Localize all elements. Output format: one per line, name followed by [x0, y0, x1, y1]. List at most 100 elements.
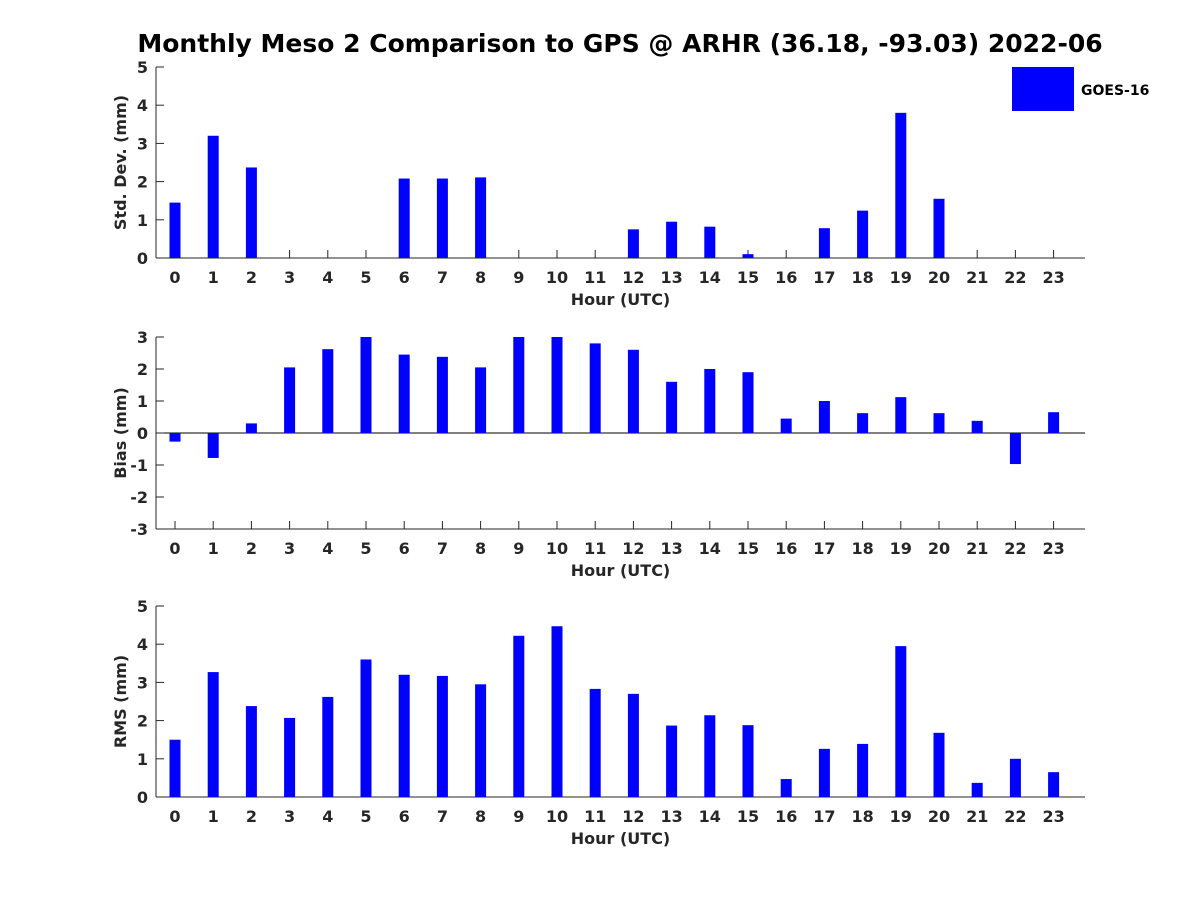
rms-x-tick-label: 16: [775, 807, 797, 826]
std-dev-bar-hour-8: [475, 177, 487, 258]
rms-bar-hour-19: [895, 646, 907, 797]
std-dev-bar-hour-19: [895, 112, 907, 258]
rms-y-tick-label: 2: [137, 712, 148, 731]
bias-x-tick-label: 10: [546, 539, 568, 558]
bias-x-tick-label: 9: [513, 539, 524, 558]
std-dev-bar-hour-6: [398, 178, 410, 258]
rms-x-tick-label: 14: [699, 807, 721, 826]
rms-bar-hour-8: [475, 684, 487, 797]
std-dev-x-axis-label: Hour (UTC): [571, 290, 671, 309]
rms-bar-hour-23: [1048, 772, 1060, 797]
rms-x-tick-label: 5: [360, 807, 371, 826]
bias-bar-hour-0: [169, 433, 181, 442]
bias-x-tick-label: 15: [737, 539, 759, 558]
bias-y-tick-label: 1: [137, 392, 148, 411]
bias-x-tick-label: 19: [890, 539, 912, 558]
std-dev-x-tick-label: 14: [699, 268, 721, 287]
rms-bar-hour-9: [513, 635, 525, 797]
rms-x-tick-label: 11: [584, 807, 606, 826]
rms-bar-hour-3: [284, 717, 296, 797]
bias-x-tick-label: 2: [246, 539, 257, 558]
std-dev-x-tick-label: 13: [660, 268, 682, 287]
rms-x-tick-label: 15: [737, 807, 759, 826]
rms-x-tick-label: 9: [513, 807, 524, 826]
bias-bar-hour-10: [551, 337, 563, 433]
std-dev-x-tick-label: 23: [1042, 268, 1064, 287]
rms-y-tick-label: 1: [137, 750, 148, 769]
bias-x-tick-label: 14: [699, 539, 721, 558]
rms-bar-hour-4: [322, 696, 334, 797]
bias-y-tick-label: 2: [137, 360, 148, 379]
bias-y-tick-label: -1: [130, 456, 148, 475]
bias-y-tick-label: -2: [130, 488, 148, 507]
rms-bar-hour-11: [589, 688, 601, 797]
std-dev-x-tick-label: 3: [284, 268, 295, 287]
std-dev-x-tick-label: 8: [475, 268, 486, 287]
bias-x-tick-label: 1: [208, 539, 219, 558]
bias-bar-hour-5: [360, 337, 372, 433]
rms-bar-hour-15: [742, 725, 754, 797]
bias-bar-hour-22: [1009, 433, 1021, 465]
std-dev-x-tick-label: 12: [622, 268, 644, 287]
std-dev-x-tick-label: 0: [169, 268, 180, 287]
std-dev-x-tick-label: 19: [890, 268, 912, 287]
bias-y-tick-label: 3: [137, 328, 148, 347]
bias-bar-hour-16: [780, 418, 792, 433]
std-dev-bar-hour-13: [666, 221, 678, 258]
rms-x-tick-label: 1: [208, 807, 219, 826]
bias-bar-hour-1: [207, 433, 219, 458]
bias-bar-hour-20: [933, 413, 945, 433]
std-dev-x-tick-label: 16: [775, 268, 797, 287]
bias-x-tick-label: 21: [966, 539, 988, 558]
std-dev-bar-hour-14: [704, 226, 716, 258]
bias-bar-hour-7: [436, 356, 448, 433]
bias-bar-hour-19: [895, 397, 907, 433]
bias-x-tick-label: 18: [851, 539, 873, 558]
bias-bar-hour-18: [857, 413, 869, 433]
std-dev-bar-hour-0: [169, 202, 181, 258]
std-dev-y-tick-label: 3: [137, 134, 148, 153]
bias-bar-hour-6: [398, 354, 410, 433]
rms-bar-hour-10: [551, 626, 563, 797]
std-dev-x-tick-label: 21: [966, 268, 988, 287]
bias-bar-hour-3: [284, 367, 296, 433]
std-dev-bar-hour-17: [818, 228, 830, 258]
bias-y-axis-label: Bias (mm): [111, 387, 130, 479]
legend: GOES-16: [1012, 67, 1149, 111]
bias-x-tick-label: 20: [928, 539, 950, 558]
std-dev-y-tick-label: 1: [137, 211, 148, 230]
rms-bar-hour-21: [971, 782, 983, 797]
rms-x-tick-label: 10: [546, 807, 568, 826]
std-dev-x-tick-label: 11: [584, 268, 606, 287]
rms-x-tick-label: 8: [475, 807, 486, 826]
std-dev-bar-hour-2: [245, 167, 257, 258]
std-dev-y-tick-label: 0: [137, 249, 148, 268]
bias-x-tick-label: 12: [622, 539, 644, 558]
std-dev-bar-hour-12: [627, 229, 639, 258]
bias-x-tick-label: 17: [813, 539, 835, 558]
std-dev-x-tick-label: 2: [246, 268, 257, 287]
std-dev-x-tick-label: 20: [928, 268, 950, 287]
rms-x-tick-label: 7: [437, 807, 448, 826]
bias-bar-hour-13: [666, 381, 678, 433]
bias-x-tick-label: 5: [360, 539, 371, 558]
rms-bar-hour-18: [857, 743, 869, 797]
bias-bar-hour-23: [1048, 412, 1060, 433]
bias-x-tick-label: 4: [322, 539, 333, 558]
bias-x-tick-label: 22: [1004, 539, 1026, 558]
rms-x-tick-label: 23: [1042, 807, 1064, 826]
rms-x-tick-label: 13: [660, 807, 682, 826]
rms-bar-hour-1: [207, 672, 219, 797]
rms-x-tick-label: 18: [851, 807, 873, 826]
bias-bar-hour-12: [627, 349, 639, 433]
legend-label: GOES-16: [1081, 83, 1149, 99]
bias-y-tick-label: -3: [130, 520, 148, 539]
bias-bar-hour-15: [742, 372, 754, 433]
page-title: Monthly Meso 2 Comparison to GPS @ ARHR …: [137, 29, 1103, 58]
std-dev-x-tick-label: 10: [546, 268, 568, 287]
std-dev-x-tick-label: 6: [399, 268, 410, 287]
bias-bar-hour-8: [475, 367, 487, 433]
rms-bar-hour-20: [933, 732, 945, 797]
